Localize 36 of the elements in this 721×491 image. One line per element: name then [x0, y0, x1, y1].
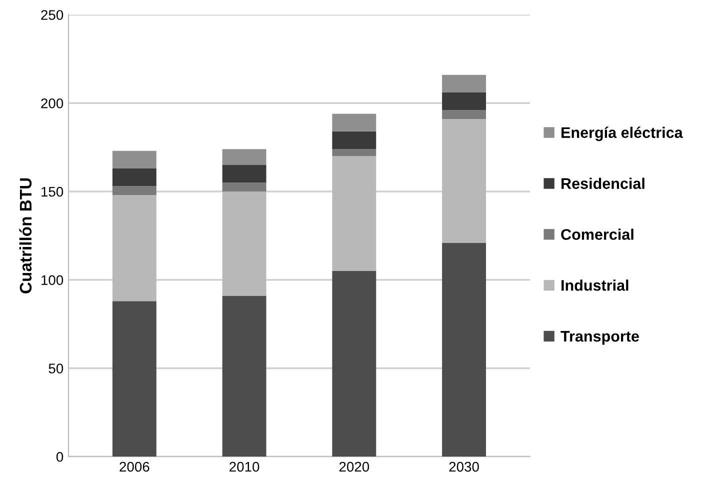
- legend-label: Residencial: [562, 178, 644, 189]
- bar: [442, 92, 486, 110]
- y-tick-label: 50: [48, 364, 64, 374]
- bar: [222, 149, 266, 165]
- x-tick-label: 2030: [449, 462, 479, 472]
- bar: [112, 195, 156, 302]
- x-tick-label: 2006: [120, 462, 150, 472]
- bar: [222, 191, 266, 296]
- bar: [112, 301, 156, 457]
- bar: [112, 186, 156, 196]
- y-axis-title: Cuatrillón BTU: [19, 178, 32, 294]
- bar: [222, 296, 266, 457]
- y-tick-label: 150: [42, 186, 64, 197]
- bar: [222, 182, 266, 192]
- legend-label: Transporte: [560, 331, 639, 345]
- bar: [332, 271, 376, 457]
- bar: [332, 149, 376, 156]
- bar: [332, 156, 376, 272]
- bar: [332, 131, 376, 150]
- y-tick-label: 250: [41, 10, 64, 20]
- y-tick-label: 200: [41, 98, 64, 108]
- bar: [112, 150, 156, 169]
- bar: [442, 110, 486, 120]
- y-tick-label: 100: [42, 275, 64, 286]
- bar: [442, 74, 486, 93]
- bar: [442, 242, 486, 457]
- bar: [112, 168, 156, 186]
- legend-label: Energía eléctrica: [562, 126, 683, 142]
- x-tick-label: 2010: [230, 462, 260, 472]
- legend-label: Comercial: [561, 228, 634, 240]
- bar: [442, 119, 486, 243]
- legend-label: Industrial: [562, 280, 628, 291]
- bar: [222, 164, 266, 183]
- bar: [332, 114, 376, 132]
- y-tick-label: 0: [56, 452, 64, 462]
- x-tick-label: 2020: [339, 462, 370, 472]
